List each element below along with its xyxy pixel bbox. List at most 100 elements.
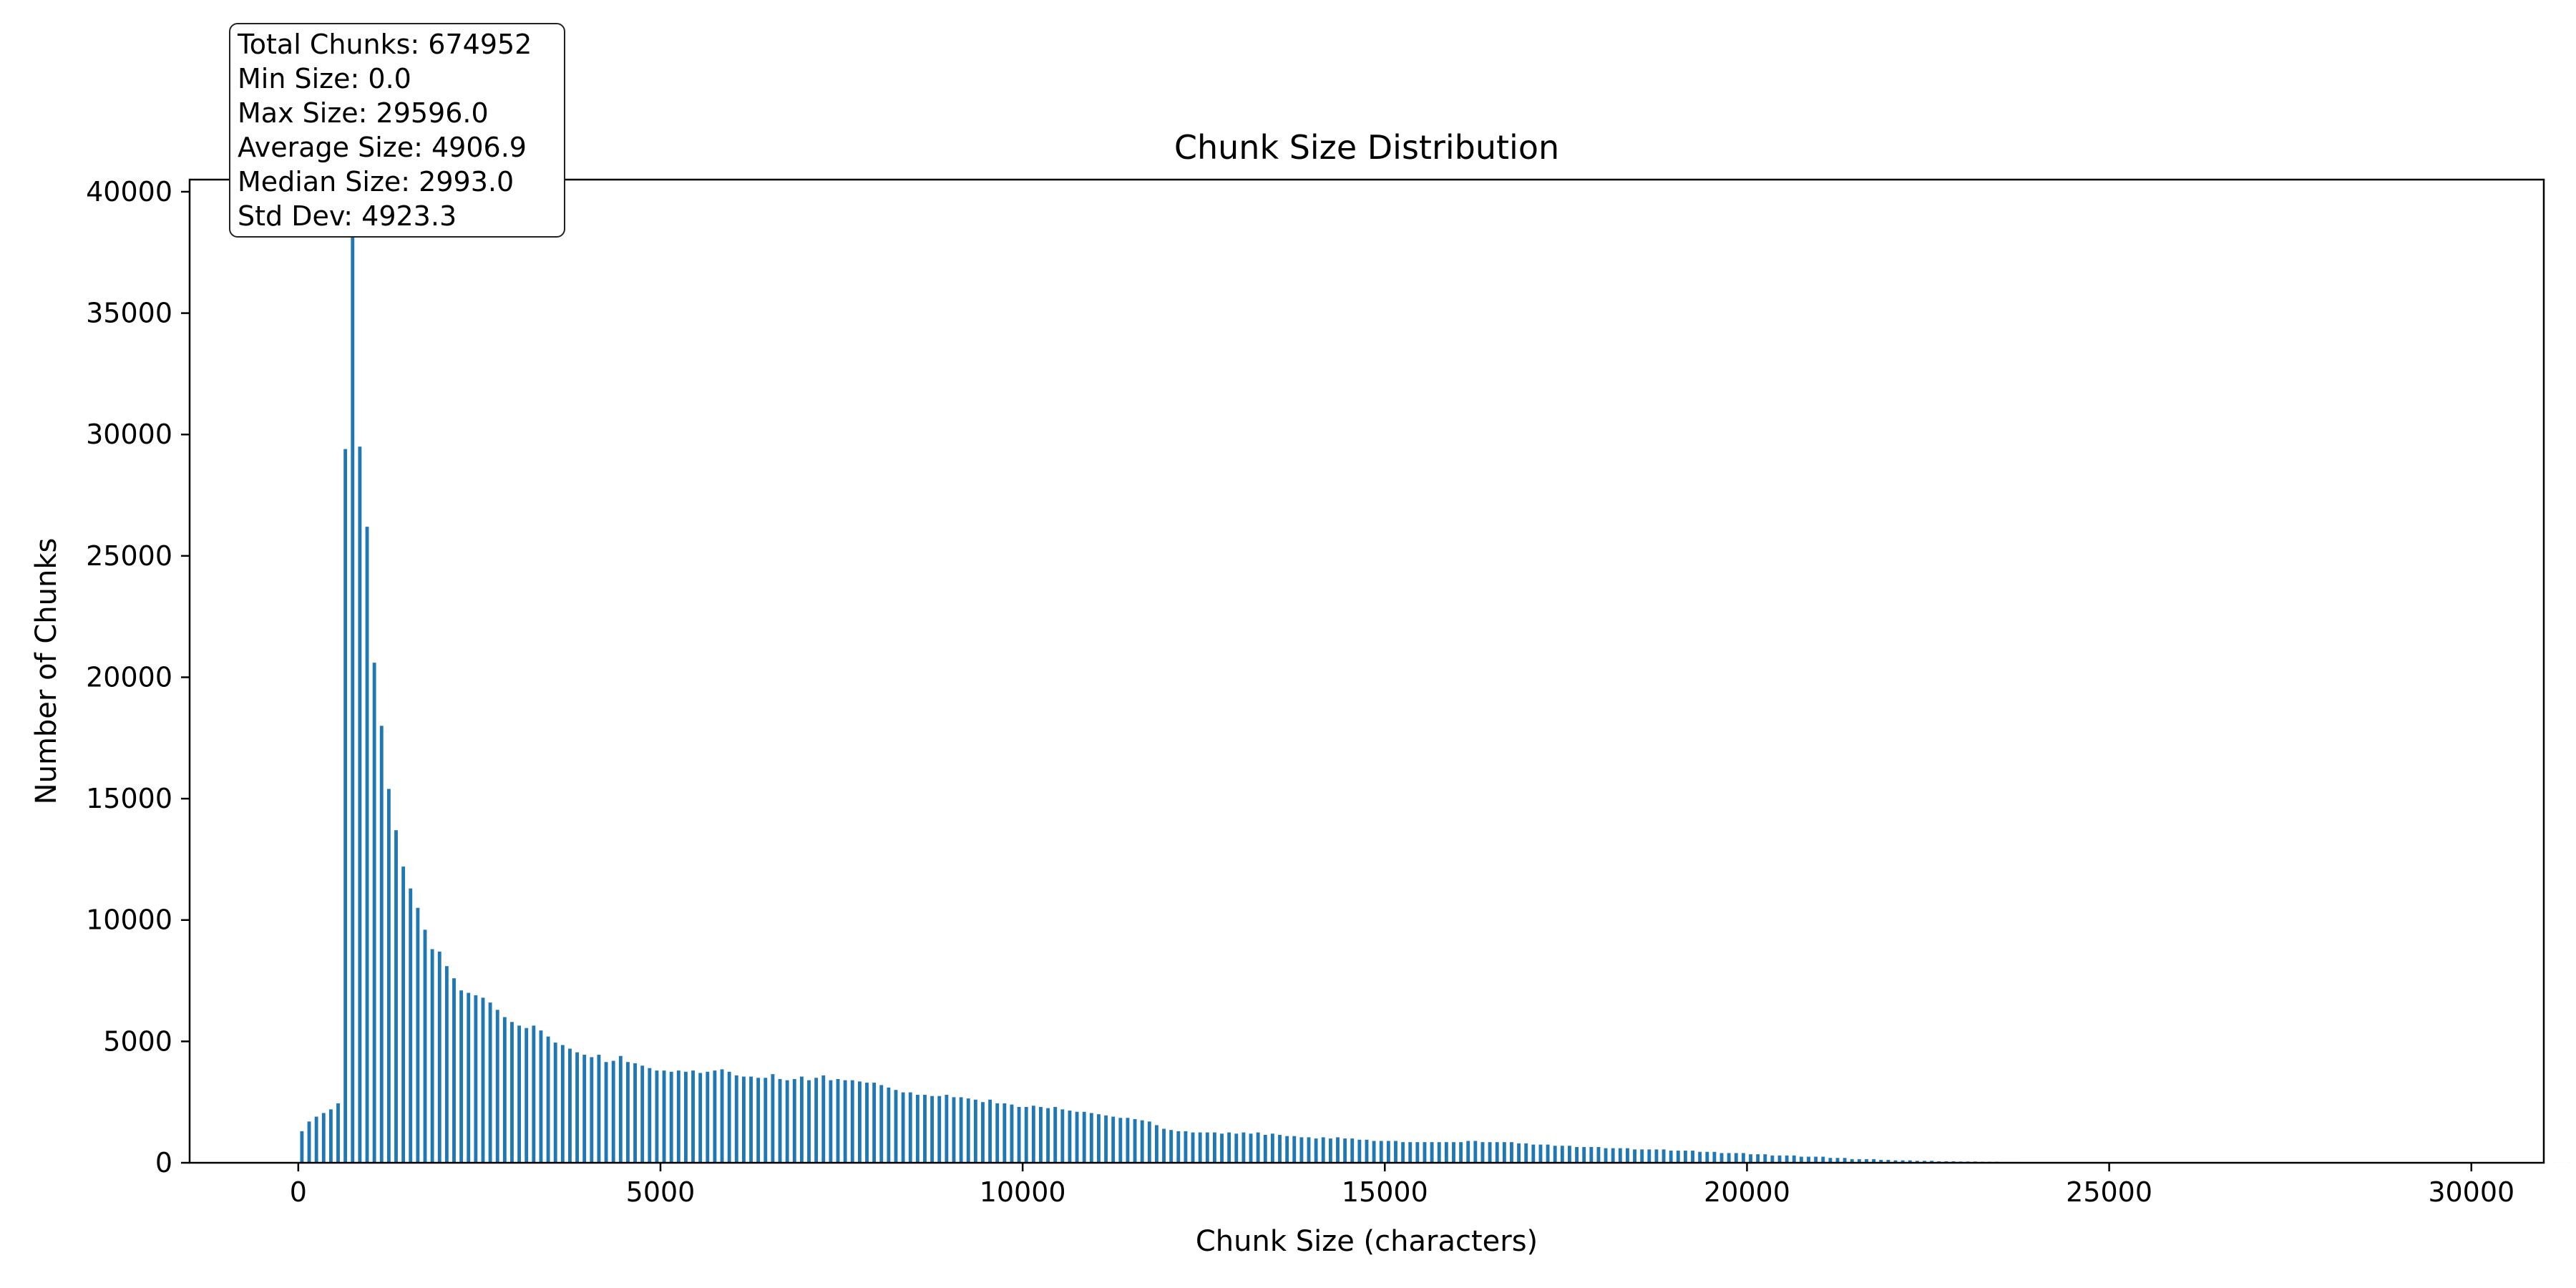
histogram-bar	[1039, 1106, 1043, 1163]
histogram-bar	[365, 527, 369, 1163]
histogram-bar	[1444, 1142, 1448, 1163]
histogram-bar	[930, 1096, 935, 1163]
histogram-bar	[1596, 1146, 1601, 1163]
histogram-bar	[452, 978, 456, 1163]
histogram-bar	[394, 830, 398, 1163]
histogram-bar	[778, 1078, 782, 1163]
histogram-bar	[351, 203, 355, 1163]
histogram-bar	[568, 1048, 572, 1163]
histogram-bar	[1097, 1114, 1101, 1163]
histogram-bar	[1828, 1158, 1833, 1163]
histogram-bar	[1184, 1131, 1188, 1163]
histogram-bar	[1538, 1144, 1543, 1163]
histogram-bar	[539, 1030, 543, 1163]
histogram-bar	[1227, 1132, 1231, 1163]
histogram-bar	[328, 1109, 333, 1163]
histogram-bar	[307, 1121, 311, 1163]
histogram-bar	[1546, 1144, 1550, 1163]
histogram-bar	[1111, 1116, 1116, 1163]
histogram-bar	[1879, 1159, 1883, 1163]
histogram-bar	[1872, 1158, 1876, 1163]
bars-group	[300, 203, 2576, 1163]
histogram-bar	[1278, 1134, 1282, 1163]
histogram-bar	[532, 1025, 536, 1163]
histogram-bar	[691, 1070, 695, 1163]
histogram-bar	[1719, 1153, 1724, 1163]
y-tick-label: 10000	[86, 904, 172, 936]
histogram-bar	[1473, 1141, 1478, 1163]
histogram-bar	[1068, 1111, 1072, 1163]
histogram-bar	[459, 990, 464, 1163]
x-tick-label: 0	[290, 1176, 307, 1208]
histogram-bar	[423, 930, 427, 1163]
histogram-bar	[314, 1116, 318, 1163]
histogram-bar	[1365, 1139, 1369, 1163]
histogram-bar	[379, 726, 384, 1163]
histogram-bar	[1647, 1149, 1652, 1163]
histogram-bar	[734, 1075, 738, 1163]
histogram-bar	[1031, 1106, 1035, 1163]
histogram-bar	[785, 1080, 789, 1163]
histogram-bar	[966, 1098, 970, 1163]
histogram-bar	[799, 1076, 804, 1163]
histogram-bar	[1459, 1142, 1463, 1163]
histogram-bar	[1568, 1146, 1571, 1163]
histogram-bar	[1604, 1148, 1608, 1163]
histogram-bar	[1343, 1138, 1347, 1163]
histogram-bar	[981, 1102, 985, 1163]
histogram-bar	[1850, 1158, 1854, 1163]
y-tick-label: 5000	[103, 1025, 172, 1057]
histogram-bar	[1901, 1160, 1905, 1163]
histogram-bar	[1633, 1149, 1636, 1163]
histogram-bar	[959, 1097, 963, 1163]
histogram-bar	[409, 888, 413, 1163]
histogram-bar	[597, 1055, 601, 1163]
histogram-bar	[386, 789, 391, 1163]
stat-max-size: Max Size: 29596.0	[238, 97, 489, 129]
histogram-bar	[1930, 1161, 1934, 1163]
histogram-bar	[467, 992, 471, 1163]
histogram-bar	[1307, 1137, 1311, 1163]
histogram-bar	[1553, 1146, 1557, 1163]
histogram-bar	[300, 1131, 304, 1163]
x-tick-label: 15000	[1342, 1176, 1428, 1208]
stats-box: Total Chunks: 674952 Min Size: 0.0 Max S…	[229, 23, 565, 238]
histogram-bar	[908, 1092, 912, 1163]
histogram-bar	[1053, 1106, 1058, 1163]
histogram-bar	[915, 1095, 919, 1163]
y-tick-label: 35000	[86, 298, 172, 329]
histogram-bar	[1133, 1118, 1137, 1163]
histogram-bar	[1379, 1141, 1383, 1163]
histogram-bar	[1002, 1103, 1007, 1163]
histogram-bar	[727, 1071, 731, 1163]
histogram-bar	[372, 663, 376, 1163]
histogram-bar	[525, 1028, 529, 1163]
histogram-bar	[618, 1055, 623, 1163]
histogram-bar	[1075, 1111, 1079, 1163]
histogram-bar	[474, 995, 478, 1163]
histogram-bar	[1524, 1143, 1528, 1163]
chart-title: Chunk Size Distribution	[1174, 128, 1559, 167]
histogram-bar	[1285, 1136, 1289, 1163]
histogram-bar	[1611, 1148, 1615, 1163]
histogram-bar	[894, 1090, 898, 1163]
y-tick-label: 40000	[86, 176, 172, 208]
histogram-bar	[865, 1083, 869, 1163]
histogram-bar	[1299, 1137, 1304, 1163]
y-tick-label: 20000	[86, 661, 172, 693]
histogram-bar	[590, 1057, 594, 1163]
stat-total-chunks: Total Chunks: 674952	[238, 29, 532, 60]
histogram-bar	[814, 1078, 819, 1163]
stat-median-size: Median Size: 2993.0	[238, 166, 514, 197]
y-tick-label: 15000	[86, 783, 172, 814]
histogram-bar	[560, 1045, 565, 1163]
stat-min-size: Min Size: 0.0	[238, 63, 411, 94]
histogram-bar	[1662, 1149, 1666, 1163]
histogram-bar	[1212, 1132, 1216, 1163]
histogram-bar	[1198, 1132, 1202, 1163]
histogram-bar	[836, 1078, 840, 1163]
histogram-bar	[1024, 1106, 1028, 1163]
histogram-bar	[546, 1036, 550, 1163]
histogram-bar	[720, 1069, 724, 1163]
histogram-bar	[1256, 1132, 1260, 1163]
